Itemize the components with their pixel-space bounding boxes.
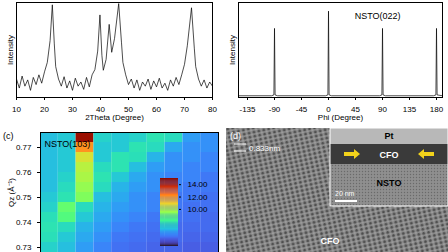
svg-text:40: 40	[96, 105, 105, 115]
svg-text:0.833nm: 0.833nm	[249, 144, 280, 153]
svg-text:12.00: 12.00	[188, 193, 209, 202]
svg-text:50: 50	[124, 105, 133, 115]
svg-text:45: 45	[351, 105, 360, 115]
svg-text:14.00: 14.00	[188, 180, 209, 189]
svg-text:135: 135	[403, 105, 417, 114]
svg-text:Phi (Degree): Phi (Degree)	[318, 113, 364, 122]
svg-text:Pt: Pt	[385, 131, 394, 141]
svg-text:-90: -90	[269, 105, 281, 114]
svg-text:0.74: 0.74	[16, 218, 32, 227]
svg-text:90: 90	[378, 105, 387, 114]
svg-text:80: 80	[208, 105, 217, 114]
html-text:(c): (c)	[3, 131, 14, 141]
svg-text:0.77: 0.77	[16, 143, 32, 152]
svg-text:30: 30	[68, 105, 77, 114]
svg-text:-135: -135	[239, 105, 256, 114]
svg-text:NSTO(022): NSTO(022)	[355, 11, 401, 21]
svg-text:NSTO(103): NSTO(103)	[45, 139, 91, 149]
svg-text:10.00: 10.00	[188, 205, 209, 214]
svg-text:Qz (Å⁻¹): Qz (Å⁻¹)	[7, 178, 16, 207]
svg-text:70: 70	[180, 105, 189, 114]
svg-text:0.76: 0.76	[16, 168, 32, 177]
svg-text:NSTO: NSTO	[377, 178, 402, 188]
svg-text:CFO: CFO	[380, 150, 399, 160]
svg-text:(d): (d)	[230, 131, 241, 141]
svg-text:CFO: CFO	[321, 236, 340, 246]
svg-text:20 nm: 20 nm	[335, 190, 355, 197]
svg-text:0.73: 0.73	[16, 243, 32, 252]
svg-text:-45: -45	[296, 105, 308, 114]
svg-text:0: 0	[326, 105, 331, 115]
svg-text:2Theta (Degree): 2Theta (Degree)	[85, 113, 144, 122]
svg-text:180: 180	[430, 105, 444, 114]
svg-text:10: 10	[12, 105, 21, 114]
svg-text:Intensity: Intensity	[6, 35, 15, 65]
svg-text:20: 20	[40, 105, 49, 114]
svg-text:60: 60	[152, 105, 161, 114]
svg-text:0.75: 0.75	[16, 193, 32, 202]
svg-text:Intensity: Intensity	[228, 35, 237, 65]
